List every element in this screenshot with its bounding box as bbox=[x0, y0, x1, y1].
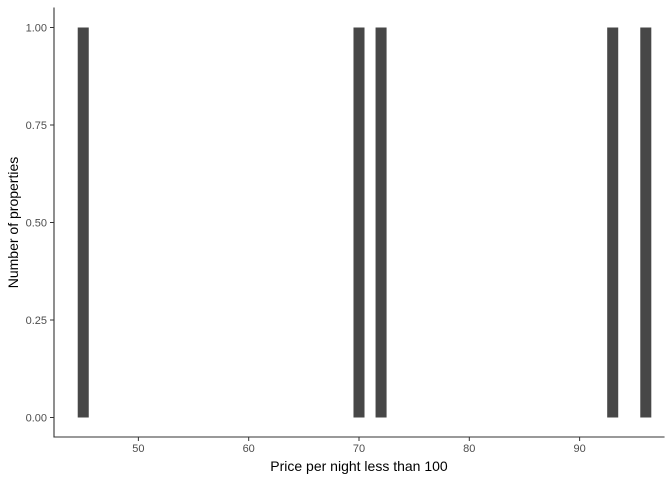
y-axis-title: Number of properties bbox=[5, 157, 21, 289]
x-tick-label: 60 bbox=[243, 443, 255, 455]
y-tick-label: 1.00 bbox=[26, 23, 47, 35]
bar bbox=[77, 27, 89, 418]
bar bbox=[607, 27, 619, 418]
x-tick-label: 90 bbox=[573, 443, 585, 455]
y-tick-label: 0.50 bbox=[26, 218, 47, 230]
x-axis-title: Price per night less than 100 bbox=[270, 458, 448, 474]
x-axis-ticks: 50 60 70 80 90 bbox=[132, 437, 586, 455]
x-tick-label: 50 bbox=[132, 443, 144, 455]
x-tick-label: 80 bbox=[463, 443, 475, 455]
bar bbox=[353, 27, 365, 418]
x-tick-label: 70 bbox=[353, 443, 365, 455]
y-axis-ticks: 0.00 0.25 0.50 0.75 1.00 bbox=[26, 23, 54, 425]
bar bbox=[375, 27, 387, 418]
bar bbox=[640, 27, 652, 418]
y-tick-label: 0.25 bbox=[26, 315, 47, 327]
bars-layer bbox=[77, 27, 652, 418]
y-tick-label: 0.75 bbox=[26, 120, 47, 132]
y-tick-label: 0.00 bbox=[26, 413, 47, 425]
